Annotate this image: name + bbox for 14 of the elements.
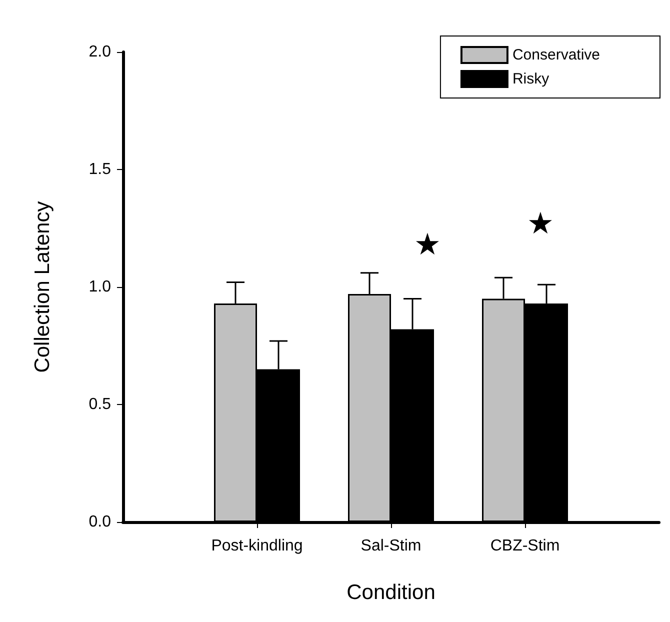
y-tick-label: 0.5	[88, 396, 112, 413]
y-tick-label: 2.0	[88, 44, 112, 60]
annotation: ★	[527, 208, 554, 240]
x-axis-title: Condition	[346, 581, 436, 604]
legend-label: Risky	[512, 70, 550, 88]
y-tick-label: 1.5	[88, 161, 112, 178]
x-tick-label: CBZ-Stim	[490, 538, 560, 554]
x-tick-label: Post-kindling	[211, 538, 303, 554]
annotation: ★	[414, 228, 441, 262]
x-tick-label: Sal-Stim	[360, 538, 422, 554]
y-tick-label: 1.0	[88, 278, 112, 296]
y-tick-label: 0.0	[88, 514, 112, 530]
y-axis-title: Collection Latency	[31, 200, 54, 373]
legend-label: Conservative	[512, 46, 600, 64]
